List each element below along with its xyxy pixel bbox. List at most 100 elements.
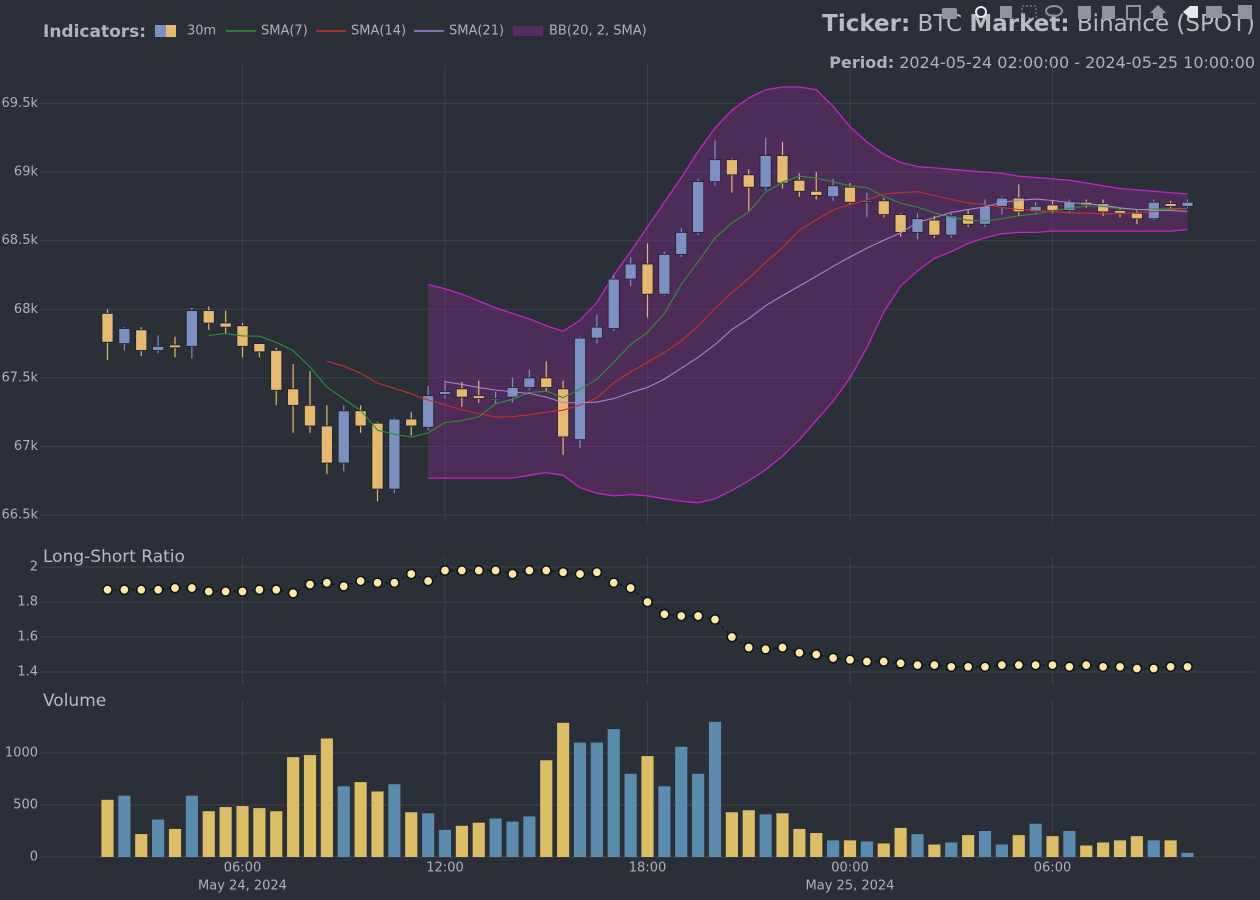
candle-body	[894, 214, 907, 233]
camera-icon[interactable]	[942, 8, 957, 19]
legend-label: 30m	[187, 24, 216, 39]
x-tick-label: 06:00	[1034, 861, 1071, 876]
candle-body	[472, 395, 485, 399]
ratio-marker	[794, 647, 805, 659]
volume-bar	[1181, 852, 1194, 857]
volume-bar	[1130, 836, 1143, 857]
candle-body	[911, 218, 924, 233]
candle-body	[877, 200, 890, 215]
volume-bar	[371, 791, 384, 857]
y-tick-label: 69k	[14, 165, 39, 180]
ratio-marker	[878, 656, 890, 667]
ratio-marker	[102, 584, 113, 596]
candle-body	[101, 312, 114, 343]
x-tick-label: 06:00	[224, 861, 261, 876]
candle-body	[692, 181, 705, 233]
volume-bar	[101, 799, 114, 857]
bollinger-lower	[428, 229, 1188, 504]
volume-bar	[135, 834, 148, 857]
volume-bar	[573, 742, 587, 857]
volume-bar	[253, 808, 266, 857]
y-tick-label: 67.5k	[2, 370, 39, 385]
candle-body	[709, 159, 721, 183]
ratio-marker	[929, 659, 940, 671]
bollinger-band-area	[428, 87, 1188, 503]
period-value: 2024-05-24 02:00:00 - 2024-05-25 10:00:0…	[899, 53, 1255, 72]
select-icon[interactable]	[1021, 5, 1037, 19]
candle-body	[287, 388, 300, 406]
zoom-out-icon[interactable]	[1102, 6, 1115, 19]
reset-icon[interactable]	[1150, 5, 1166, 19]
candle-body	[337, 410, 350, 464]
y-tick-label: 67k	[14, 439, 39, 454]
volume-bar	[303, 755, 317, 857]
candle-body	[371, 422, 384, 490]
compare-icon[interactable]	[1206, 6, 1222, 18]
hover-icon[interactable]	[1183, 6, 1198, 18]
volume-bar	[827, 840, 840, 857]
ratio-marker	[709, 614, 721, 625]
sma-line	[326, 191, 1188, 418]
ratio-marker	[1131, 663, 1143, 674]
volume-bar	[1029, 823, 1042, 857]
panel-title: Volume	[43, 691, 106, 711]
candle-body	[270, 350, 283, 391]
ratio-marker	[237, 586, 248, 597]
y-tick-label: 1000	[5, 746, 38, 761]
modebar	[942, 5, 1252, 20]
ratio-marker	[675, 610, 687, 622]
ratio-marker	[1165, 661, 1176, 673]
y-tick-label: 1.4	[17, 665, 38, 680]
volume-bar	[759, 814, 772, 857]
ratio-marker	[186, 582, 198, 594]
ratio-marker	[1013, 659, 1025, 671]
x-tick-label: 18:00	[629, 861, 666, 876]
ratio-marker	[287, 587, 299, 599]
ratio-marker	[1030, 659, 1041, 671]
legend-label: SMA(21)	[449, 24, 504, 39]
candle-body	[202, 310, 215, 324]
y-tick-label: 0	[30, 850, 38, 865]
ratio-marker	[659, 608, 670, 620]
ratio-marker	[962, 661, 974, 673]
ratio-marker	[827, 652, 839, 664]
candle-body	[135, 329, 148, 351]
lasso-icon[interactable]	[1045, 5, 1063, 17]
volume-bar	[928, 844, 941, 857]
volume-bar	[725, 812, 738, 857]
volume-bar	[624, 773, 637, 857]
candle-body	[945, 215, 958, 236]
autoscale-icon[interactable]	[1126, 5, 1141, 20]
volume-bar	[489, 818, 502, 857]
volume-bar	[557, 722, 570, 857]
zoom-icon[interactable]	[975, 6, 987, 18]
volume-bar	[877, 843, 890, 857]
plotly-logo[interactable]	[1238, 5, 1252, 19]
ratio-marker	[625, 582, 636, 594]
volume-bar	[1063, 831, 1076, 857]
candle-body	[1130, 212, 1143, 220]
volume-bar	[1147, 840, 1160, 857]
ratio-marker	[608, 577, 620, 589]
volume-bar	[692, 773, 705, 857]
period-label: Period:	[829, 53, 894, 72]
legend-swatch	[155, 25, 166, 37]
pan-icon[interactable]	[1000, 6, 1012, 18]
ratio-marker	[557, 566, 569, 578]
volume-bar	[995, 844, 1008, 857]
ratio-marker	[591, 566, 603, 578]
volume-bar	[168, 828, 182, 857]
zoom-in-icon[interactable]	[1078, 6, 1091, 19]
volume-bar	[118, 795, 131, 857]
ratio-marker	[861, 656, 873, 667]
volume-bar	[438, 829, 452, 857]
ratio-marker	[979, 661, 991, 673]
volume-bar	[152, 819, 165, 857]
legend-swatch	[166, 25, 176, 37]
volume-bar	[1012, 835, 1025, 857]
ratio-marker	[1148, 663, 1160, 674]
candle-body	[118, 328, 131, 344]
candle-body	[793, 179, 806, 192]
ratio-marker	[810, 649, 822, 660]
candle-body	[725, 159, 738, 176]
